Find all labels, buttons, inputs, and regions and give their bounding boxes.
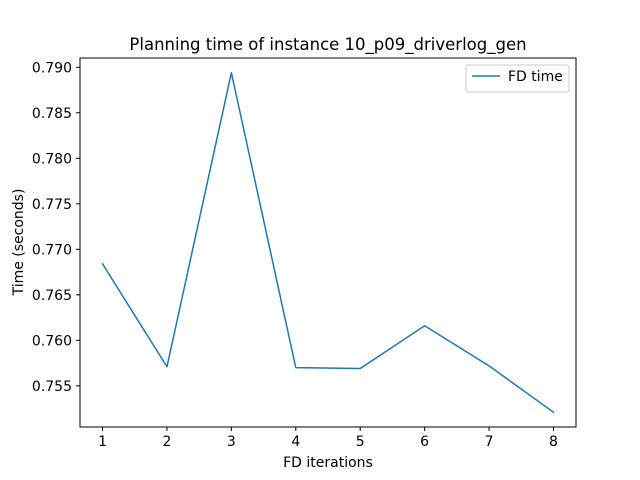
y-tick-label: 0.780 (32, 151, 72, 167)
x-tick-label: 8 (549, 434, 558, 450)
y-axis-ticks: 0.755 0.760 0.765 0.770 0.775 0.780 0.785 0.790 (32, 60, 80, 395)
x-tick-label: 1 (98, 434, 107, 450)
y-tick-label: 0.770 (32, 242, 72, 258)
plot-area (80, 58, 576, 427)
x-tick-label: 6 (420, 434, 429, 450)
y-tick-label: 0.765 (32, 288, 72, 304)
series-layer (101, 72, 555, 414)
plot-frame (79, 57, 577, 428)
legend: FD time (465, 64, 570, 93)
x-tick-label: 3 (227, 434, 236, 450)
legend-box (465, 64, 570, 93)
y-tick-label: 0.775 (32, 197, 72, 213)
x-axis-label: FD iterations (283, 455, 373, 471)
x-tick-label: 2 (163, 434, 172, 450)
chart-title: Planning time of instance 10_p09_driverl… (129, 35, 526, 55)
y-tick-label: 0.755 (32, 379, 72, 395)
y-tick-label: 0.785 (32, 106, 72, 122)
legend-label: FD time (508, 69, 563, 85)
x-tick-label: 4 (291, 434, 300, 450)
x-tick-label: 5 (356, 434, 365, 450)
x-tick-label: 7 (485, 434, 494, 450)
y-axis-label: Time (seconds) (11, 189, 27, 297)
series-line-fd-time (101, 72, 555, 414)
y-tick-label: 0.760 (32, 333, 72, 349)
x-axis-ticks: 1 2 3 4 5 6 7 8 (98, 427, 558, 450)
y-tick-label: 0.790 (32, 60, 72, 76)
